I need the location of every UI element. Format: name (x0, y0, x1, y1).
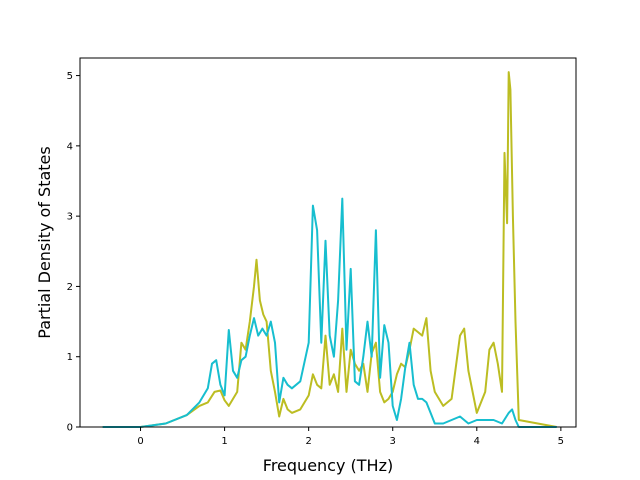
x-tick-label: 0 (137, 436, 143, 447)
x-tick-label: 3 (390, 436, 396, 447)
y-tick-label: 5 (67, 71, 73, 82)
y-tick-label: 0 (67, 423, 73, 434)
x-tick-label: 5 (558, 436, 564, 447)
y-tick-label: 2 (67, 282, 73, 293)
x-axis-label: Frequency (THz) (263, 456, 393, 475)
y-axis: 0 1 2 3 4 5 (67, 71, 80, 434)
y-axis-label: Partial Density of States (35, 146, 54, 338)
y-tick-label: 1 (67, 352, 73, 363)
series-line-2 (102, 197, 557, 428)
x-tick-label: 4 (474, 436, 480, 447)
y-tick-label: 3 (67, 212, 73, 223)
x-tick-label: 2 (305, 436, 311, 447)
x-axis: 0 1 2 3 4 5 (137, 427, 564, 447)
plot-frame (79, 57, 577, 428)
x-tick-label: 1 (221, 436, 227, 447)
y-tick-label: 4 (67, 141, 73, 152)
series-layer (102, 71, 557, 428)
